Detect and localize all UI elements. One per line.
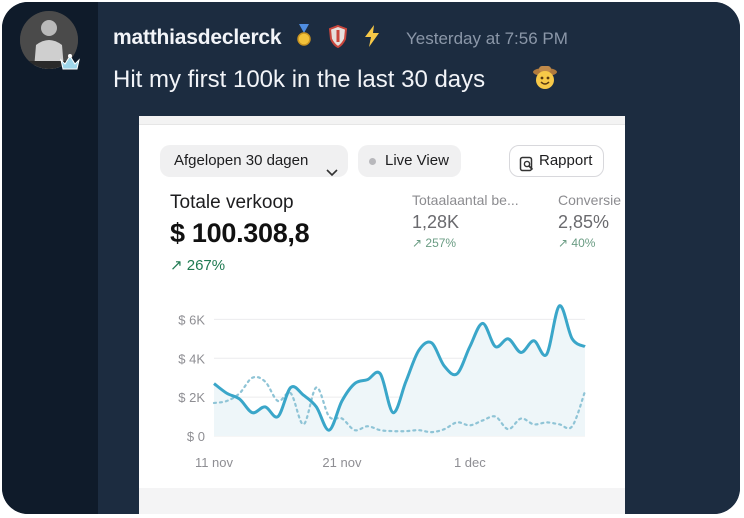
y-tick-label: $ 2K — [178, 390, 205, 405]
image-top-edge — [139, 116, 625, 125]
image-bottom-edge — [139, 488, 625, 514]
total-sales-value: $ 100.308,8 — [170, 218, 310, 248]
kpi-orders-change: ↗ 257% — [412, 236, 456, 250]
date-range-dropdown[interactable]: Afgelopen 30 dagen — [160, 145, 348, 177]
message-text: Hit my first 100k in the last 30 days — [113, 66, 486, 93]
attachment-image[interactable]: Afgelopen 30 dagen Live View Rapport Tot… — [139, 116, 625, 514]
report-button[interactable]: Rapport — [509, 145, 604, 177]
kpi-conversion-change-value: 40% — [571, 236, 596, 250]
kpi-conversion-value: 2,85% — [558, 212, 610, 232]
y-tick-label: $ 0 — [187, 429, 205, 444]
date-range-label: Afgelopen 30 dagen — [174, 152, 309, 169]
y-tick-label: $ 4K — [178, 351, 205, 366]
y-tick-label: $ 6K — [178, 312, 205, 327]
kpi-orders-change-value: 257% — [425, 236, 457, 250]
username[interactable]: matthiasdeclerck — [113, 26, 282, 49]
report-icon — [519, 153, 535, 183]
x-tick-label: 11 nov — [195, 455, 234, 470]
timestamp: Yesterday at 7:56 PM — [406, 29, 568, 48]
comparison-series-line — [212, 375, 587, 434]
crown-icon — [58, 52, 82, 72]
chevron-down-icon — [326, 157, 338, 189]
sales-series-line — [213, 304, 586, 432]
shield-icon — [328, 24, 348, 55]
report-label: Rapport — [539, 152, 593, 169]
total-sales-change: ↗ 267% — [170, 256, 225, 274]
gutter — [2, 2, 98, 514]
kpi-conversion-label: Conversie — [558, 192, 622, 208]
arrow-up-right-icon: ↗ — [170, 257, 183, 274]
cowboy-face-emoji — [532, 64, 558, 90]
x-tick-label: 21 nov — [322, 455, 362, 470]
kpi-orders-label: Totaalaantal be... — [412, 192, 519, 208]
kpi-orders-value: 1,28K — [412, 212, 460, 232]
arrow-up-right-icon: ↗ — [558, 236, 569, 250]
total-sales-change-value: 267% — [186, 257, 226, 274]
live-dot-icon — [369, 158, 376, 165]
arrow-up-right-icon: ↗ — [412, 236, 423, 250]
medal-icon — [294, 24, 314, 55]
live-view-label: Live View — [385, 152, 449, 169]
x-tick-label: 1 dec — [454, 455, 486, 470]
kpi-conversion-change: ↗ 40% — [558, 236, 595, 250]
live-view-button[interactable]: Live View — [358, 145, 461, 177]
sales-line-chart: $ 0 $ 2K $ 4K $ 6K 11 nov 21 nov 1 dec — [178, 304, 587, 470]
series-area — [214, 305, 585, 436]
total-sales-label: Totale verkoop — [170, 192, 294, 213]
lightning-icon — [363, 24, 381, 55]
